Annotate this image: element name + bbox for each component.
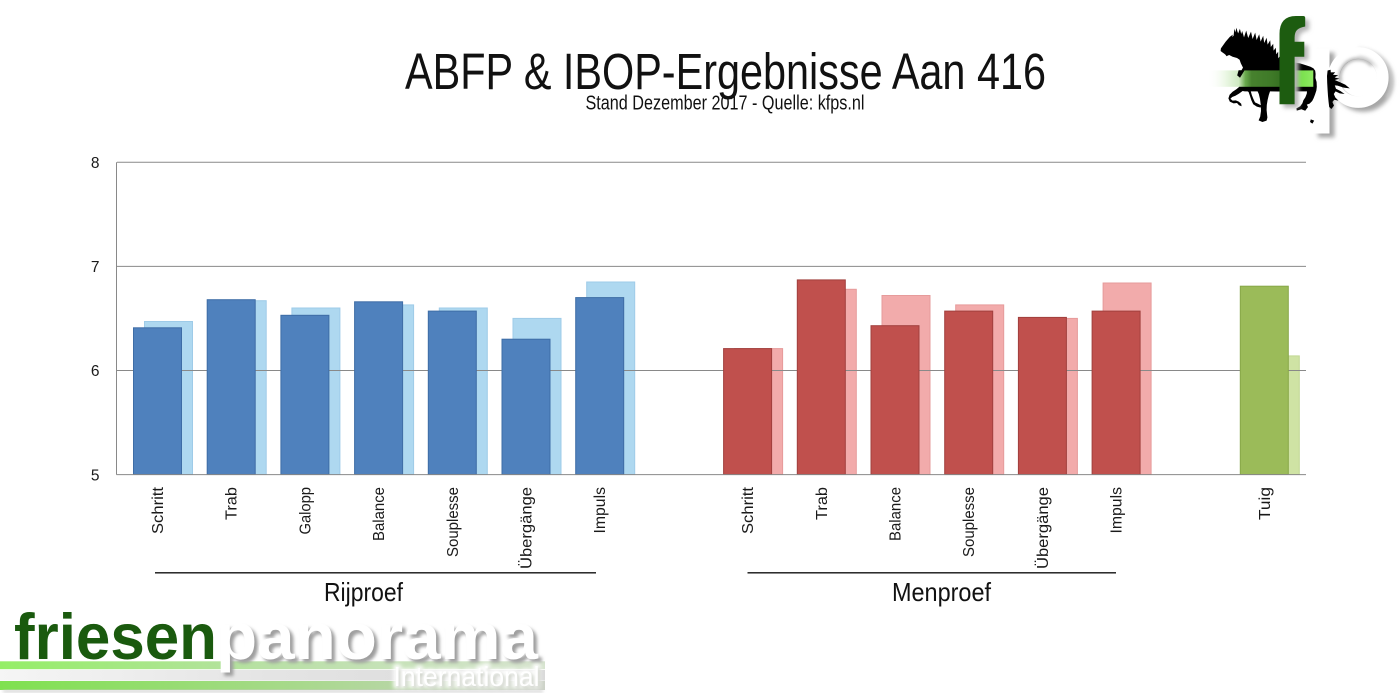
- svg-text:ABFP & IBOP-Ergebnisse Aan 416: ABFP & IBOP-Ergebnisse Aan 416: [405, 43, 1046, 100]
- svg-text:6: 6: [91, 363, 100, 380]
- svg-text:panorama: panorama: [216, 600, 539, 673]
- svg-text:Trab: Trab: [814, 487, 831, 520]
- svg-text:Stand Dezember 2017 - Quelle:: Stand Dezember 2017 - Quelle: kfps.nl: [586, 92, 865, 115]
- svg-text:Tuig: Tuig: [1257, 487, 1274, 520]
- svg-text:panorama: panorama: [220, 604, 543, 677]
- svg-text:7: 7: [91, 259, 100, 276]
- svg-text:Rijproef: Rijproef: [324, 577, 404, 607]
- svg-text:Übergänge: Übergänge: [518, 487, 536, 569]
- svg-text:Trab: Trab: [224, 487, 241, 520]
- svg-text:Schritt: Schritt: [150, 486, 167, 534]
- svg-text:International: International: [394, 661, 540, 692]
- svg-text:5: 5: [91, 467, 100, 484]
- svg-text:Galopp: Galopp: [297, 487, 314, 535]
- svg-text:Menproef: Menproef: [892, 577, 992, 607]
- svg-text:8: 8: [91, 155, 100, 172]
- svg-text:Übergänge: Übergänge: [1034, 487, 1052, 569]
- svg-text:Impuls: Impuls: [1109, 487, 1126, 534]
- svg-text:Souplesse: Souplesse: [961, 487, 978, 557]
- svg-text:Balance: Balance: [888, 487, 905, 541]
- svg-text:International: International: [394, 661, 540, 692]
- svg-text:Schritt: Schritt: [740, 486, 757, 534]
- svg-text:International: International: [396, 663, 542, 694]
- svg-text:Balance: Balance: [371, 487, 388, 541]
- svg-text:Impuls: Impuls: [592, 487, 609, 534]
- svg-text:Souplesse: Souplesse: [445, 487, 462, 557]
- svg-text:friesen: friesen: [14, 600, 217, 673]
